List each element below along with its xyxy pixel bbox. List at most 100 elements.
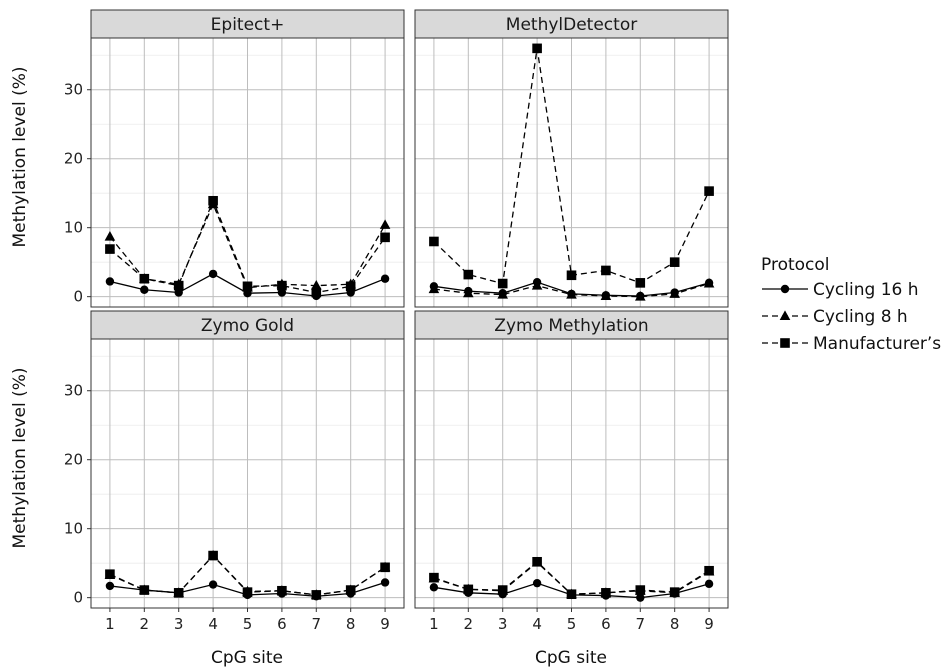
data-point bbox=[429, 583, 439, 592]
x-tick-label: 4 bbox=[208, 615, 218, 633]
legend-title: Protocol bbox=[761, 255, 830, 275]
series-line bbox=[109, 202, 386, 289]
data-point bbox=[310, 280, 322, 290]
data-point bbox=[380, 232, 390, 243]
data-point bbox=[429, 572, 439, 583]
data-point bbox=[463, 269, 474, 280]
data-point bbox=[703, 277, 715, 288]
x-tick-label: 8 bbox=[670, 615, 680, 633]
data-point bbox=[173, 280, 184, 291]
panel-epitect: Epitect+ 0 10 20 30 bbox=[64, 9, 405, 308]
data-point bbox=[669, 257, 680, 267]
data-point bbox=[242, 281, 253, 292]
legend-label: Manufacturer’s bbox=[813, 334, 941, 354]
y-axis-title-top: Methylation level (%) bbox=[10, 67, 30, 248]
series-manufacturer-s bbox=[429, 43, 714, 289]
x-tick-label: 6 bbox=[277, 615, 287, 633]
data-point bbox=[208, 580, 218, 589]
data-point bbox=[669, 587, 680, 597]
series-cycling-8-h bbox=[428, 277, 715, 301]
facet-title: Epitect+ bbox=[211, 15, 285, 35]
data-point bbox=[208, 195, 218, 206]
data-point bbox=[636, 593, 645, 602]
series-manufacturer-s bbox=[105, 550, 390, 600]
data-point bbox=[277, 585, 287, 596]
x-tick-label: 5 bbox=[567, 615, 577, 633]
facet-strip bbox=[90, 9, 405, 39]
panel-border bbox=[414, 37, 729, 308]
x-tick-label: 7 bbox=[312, 615, 322, 633]
data-point bbox=[139, 585, 150, 595]
data-point bbox=[566, 589, 577, 600]
data-point bbox=[105, 569, 115, 580]
data-point bbox=[669, 288, 680, 298]
data-point bbox=[566, 288, 577, 299]
y-tick-label: 20 bbox=[64, 451, 83, 469]
data-point bbox=[497, 585, 508, 595]
data-point bbox=[104, 231, 116, 241]
series-manufacturer-s bbox=[429, 556, 714, 600]
data-point bbox=[634, 291, 646, 301]
data-point bbox=[105, 244, 115, 254]
legend-item-cycling-16-h: Cycling 16 h bbox=[762, 280, 919, 300]
data-point bbox=[497, 288, 509, 299]
legend: Protocol Cycling 16 h Cycling 8 h Manufact… bbox=[761, 255, 941, 354]
x-tick-label: 5 bbox=[243, 615, 253, 633]
data-point bbox=[463, 584, 474, 595]
facet-strip bbox=[414, 310, 729, 340]
axis-titles: CpG site CpG site Methylation level (%) … bbox=[10, 67, 607, 668]
data-point bbox=[105, 581, 115, 591]
facet-title: Zymo Gold bbox=[201, 316, 294, 336]
panels-layer: Epitect+ 0 10 20 30 MethylDetector Zymo Gold 0 1… bbox=[64, 9, 729, 633]
x-axis-title-right: CpG site bbox=[535, 648, 607, 668]
panel-border bbox=[414, 338, 729, 609]
data-point bbox=[428, 283, 440, 294]
data-point bbox=[139, 273, 150, 284]
data-point bbox=[463, 287, 474, 298]
x-tick-label: 3 bbox=[498, 615, 508, 633]
series-manufacturer-s bbox=[105, 195, 390, 298]
legend-item-cycling-8-h: Cycling 8 h bbox=[762, 307, 908, 327]
y-tick-label: 10 bbox=[64, 520, 83, 538]
data-point bbox=[380, 274, 390, 283]
y-tick-label: 0 bbox=[73, 288, 83, 306]
x-tick-label: 6 bbox=[601, 615, 611, 633]
data-point bbox=[380, 562, 390, 573]
y-axis-title-bottom: Methylation level (%) bbox=[10, 368, 30, 549]
panel-border bbox=[90, 338, 405, 609]
y-tick-label: 20 bbox=[64, 150, 83, 168]
data-point bbox=[311, 590, 322, 600]
panel-border bbox=[90, 37, 405, 308]
data-point bbox=[704, 579, 714, 589]
legend-marker bbox=[780, 338, 790, 348]
legend-item-manufacturer-s: Manufacturer’s bbox=[762, 334, 941, 354]
x-tick-label: 8 bbox=[346, 615, 356, 633]
data-point bbox=[242, 587, 253, 597]
y-tick-label: 0 bbox=[73, 589, 83, 607]
data-point bbox=[311, 287, 322, 298]
data-point bbox=[532, 43, 542, 54]
legend-marker bbox=[779, 310, 791, 320]
data-point bbox=[277, 280, 287, 291]
data-point bbox=[531, 280, 543, 290]
x-tick-label: 9 bbox=[380, 615, 390, 633]
legend-marker bbox=[780, 284, 790, 294]
x-tick-label: 3 bbox=[174, 615, 184, 633]
y-tick-label: 10 bbox=[64, 219, 83, 237]
data-point bbox=[566, 270, 577, 281]
x-tick-label: 9 bbox=[704, 615, 714, 633]
legend-label: Cycling 8 h bbox=[813, 307, 908, 327]
data-point bbox=[173, 588, 184, 598]
data-point bbox=[208, 550, 218, 561]
data-point bbox=[600, 290, 612, 300]
panel-zymo-methylation: Zymo Methylation 1 2 3 4 5 6 7 8 9 bbox=[414, 310, 729, 633]
data-point bbox=[140, 285, 149, 294]
data-point bbox=[704, 565, 714, 576]
x-axis-title-left: CpG site bbox=[211, 648, 283, 668]
data-point bbox=[105, 277, 115, 286]
legend-label: Cycling 16 h bbox=[813, 280, 919, 300]
data-point bbox=[601, 588, 611, 598]
data-point bbox=[208, 269, 218, 279]
x-tick-label: 2 bbox=[464, 615, 474, 633]
